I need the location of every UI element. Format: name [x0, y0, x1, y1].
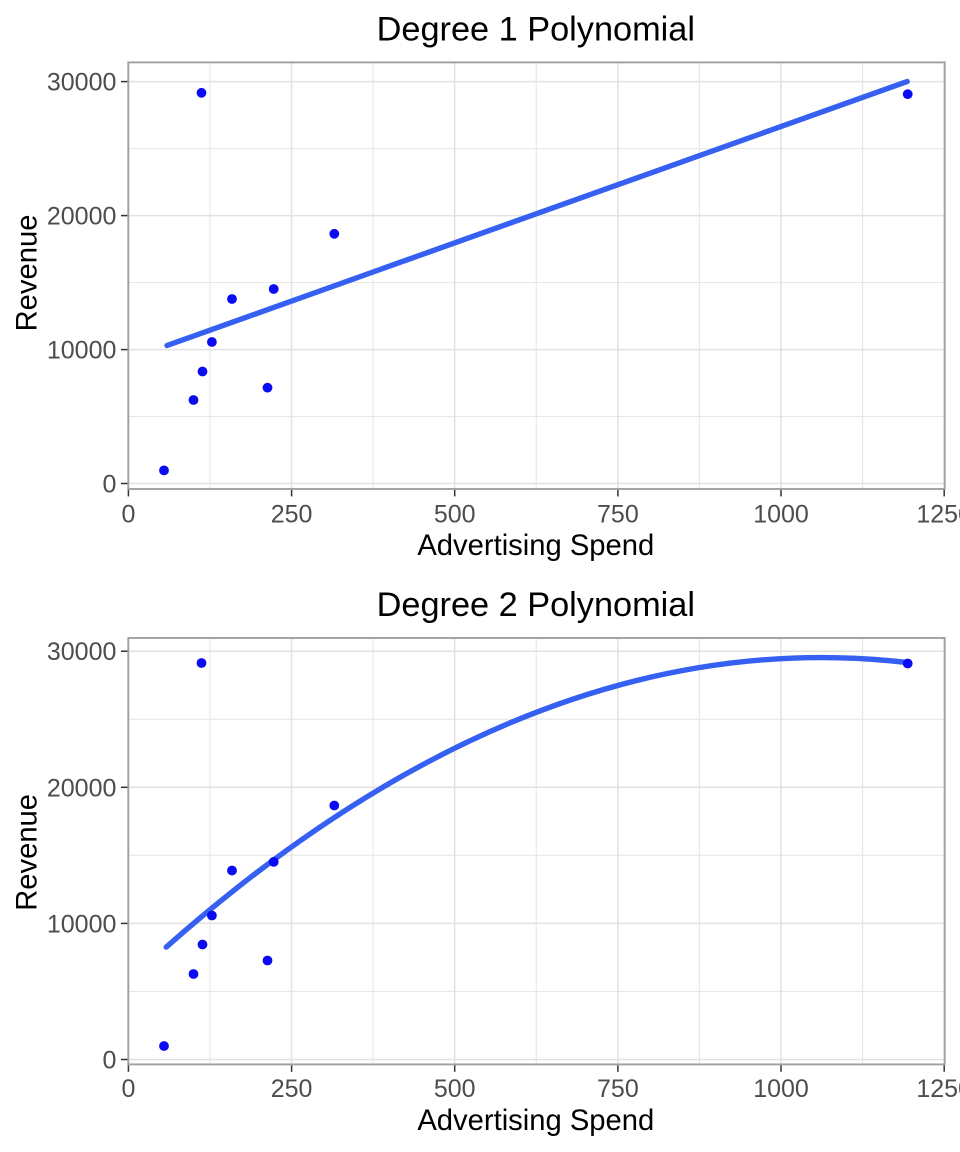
svg-text:20000: 20000: [47, 203, 117, 231]
svg-text:750: 750: [597, 1075, 639, 1103]
svg-text:0: 0: [102, 1047, 116, 1075]
svg-text:Degree 2 Polynomial: Degree 2 Polynomial: [377, 586, 695, 624]
svg-text:750: 750: [597, 501, 639, 529]
svg-text:1000: 1000: [753, 501, 809, 529]
svg-text:500: 500: [434, 501, 476, 529]
svg-text:Advertising Spend: Advertising Spend: [417, 530, 654, 562]
svg-text:Degree 1 Polynomial: Degree 1 Polynomial: [377, 10, 695, 48]
svg-text:250: 250: [271, 1075, 313, 1103]
svg-text:30000: 30000: [47, 69, 117, 97]
svg-text:500: 500: [434, 1075, 476, 1103]
svg-text:Revenue: Revenue: [11, 215, 43, 332]
svg-text:Advertising Spend: Advertising Spend: [417, 1105, 654, 1137]
svg-text:20000: 20000: [47, 774, 117, 802]
svg-text:10000: 10000: [47, 337, 117, 365]
svg-text:30000: 30000: [47, 638, 117, 666]
svg-text:Revenue: Revenue: [11, 794, 43, 911]
svg-text:250: 250: [271, 501, 313, 529]
svg-text:1250: 1250: [916, 1075, 960, 1103]
svg-text:1000: 1000: [753, 1075, 809, 1103]
svg-text:0: 0: [121, 501, 135, 529]
svg-text:0: 0: [102, 471, 116, 499]
svg-text:0: 0: [121, 1075, 135, 1103]
svg-text:10000: 10000: [47, 910, 117, 938]
svg-text:1250: 1250: [916, 501, 960, 529]
